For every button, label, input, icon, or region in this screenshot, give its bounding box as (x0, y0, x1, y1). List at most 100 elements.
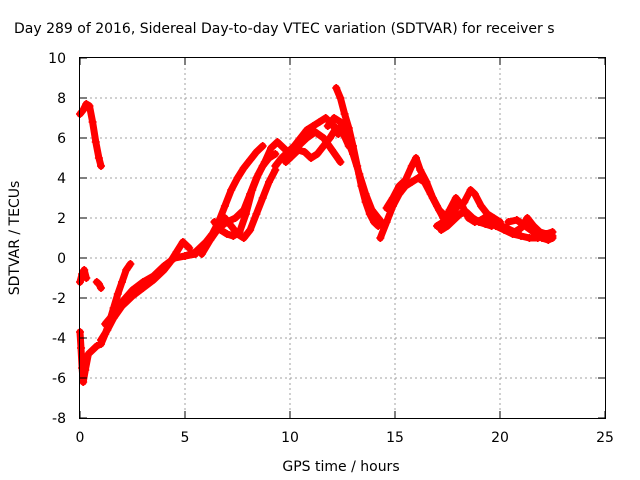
data-point-marker (277, 154, 286, 162)
data-point-marker (388, 194, 397, 202)
data-point-marker (374, 214, 383, 222)
data-point-marker (178, 238, 187, 246)
data-point-marker (281, 158, 290, 166)
data-point-marker (521, 222, 530, 230)
data-point-marker (227, 186, 236, 194)
data-point-marker (233, 230, 242, 238)
data-point-marker (313, 150, 322, 158)
data-series-6 (181, 142, 267, 260)
data-point-marker (88, 118, 97, 126)
data-point-marker (231, 214, 240, 222)
data-point-marker (401, 176, 410, 184)
data-point-marker (170, 254, 179, 262)
data-point-marker (451, 194, 460, 202)
data-point-marker (126, 260, 135, 268)
plot-frame (79, 57, 606, 419)
data-point-marker (395, 182, 404, 190)
data-point-marker (439, 218, 448, 226)
data-series-7 (197, 150, 280, 258)
data-point-marker (323, 122, 332, 130)
x-tick-label: 5 (181, 430, 190, 446)
data-point-marker (443, 222, 452, 230)
data-series-2 (92, 278, 105, 292)
data-series-19 (433, 194, 492, 230)
data-point-marker (139, 278, 147, 286)
data-point-marker (302, 134, 311, 142)
data-point-marker (79, 106, 88, 114)
axis-ticks: 0 5 10 15 20 25 -8 -6 -4 -2 0 2 4 6 8 10 (48, 51, 614, 446)
data-point-marker (241, 210, 250, 218)
data-point-marker (300, 148, 309, 156)
data-point-marker (370, 218, 378, 226)
data-point-marker (210, 218, 219, 226)
data-point-marker (97, 162, 105, 170)
data-point-marker (216, 226, 225, 234)
data-point-marker (504, 218, 513, 226)
y-tick-label: 4 (57, 171, 66, 187)
data-point-marker (260, 158, 269, 166)
data-point-marker (412, 154, 420, 162)
data-point-marker (433, 222, 441, 230)
data-point-marker (92, 342, 101, 350)
data-point-marker (302, 126, 311, 134)
y-tick-label: -4 (52, 331, 66, 347)
data-point-marker (355, 170, 364, 178)
data-point-marker (118, 278, 126, 286)
data-point-marker (328, 146, 336, 154)
data-point-marker (367, 206, 376, 214)
data-point-marker (435, 206, 444, 214)
data-point-marker (332, 84, 341, 92)
x-tick-label: 15 (386, 430, 404, 446)
grid (80, 58, 605, 418)
data-point-marker (309, 122, 318, 130)
x-tick-label: 25 (596, 430, 614, 446)
data-point-marker (248, 186, 257, 194)
data-point-marker (77, 344, 86, 352)
data-point-marker (85, 102, 94, 110)
series-trace (76, 266, 90, 286)
data-point-marker (267, 144, 276, 152)
data-point-marker (321, 114, 330, 122)
data-point-marker (470, 190, 479, 198)
data-point-marker (315, 118, 324, 126)
data-point-marker (340, 110, 349, 118)
data-point-marker (529, 228, 538, 236)
data-point-marker (246, 226, 255, 234)
x-tick-label: 0 (76, 430, 85, 446)
series-trace (324, 114, 388, 230)
data-point-marker (220, 202, 229, 210)
data-point-marker (271, 150, 280, 158)
data-point-marker (223, 230, 231, 238)
data-point-marker (81, 366, 90, 374)
data-point-marker (206, 236, 215, 244)
x-axis-label: GPS time / hours (282, 459, 399, 475)
y-axis-label: SDTVAR / TECUs (7, 181, 23, 296)
data-point-marker (512, 216, 521, 224)
data-point-marker (342, 134, 351, 142)
data-series-22 (504, 216, 557, 244)
data-point-marker (160, 262, 168, 270)
data-series-12 (286, 128, 345, 166)
data-point-marker (544, 236, 553, 244)
data-point-marker (103, 326, 112, 334)
data-point-marker (477, 202, 486, 210)
data-point-marker (422, 178, 431, 186)
data-point-marker (88, 346, 97, 354)
data-point-marker (464, 214, 473, 222)
y-tick-label: -6 (52, 371, 66, 387)
data-point-marker (332, 124, 341, 132)
data-point-marker (97, 336, 105, 344)
data-point-marker (416, 166, 425, 174)
data-point-marker (525, 234, 534, 242)
data-point-marker (485, 216, 494, 224)
data-point-marker (294, 142, 303, 150)
data-point-marker (79, 378, 88, 386)
data-point-marker (271, 162, 280, 170)
data-point-marker (336, 94, 345, 102)
data-series-1 (76, 266, 91, 286)
data-point-marker (82, 274, 91, 282)
data-point-marker (118, 298, 126, 306)
data-point-marker (382, 204, 391, 212)
data-point-marker (252, 210, 261, 218)
